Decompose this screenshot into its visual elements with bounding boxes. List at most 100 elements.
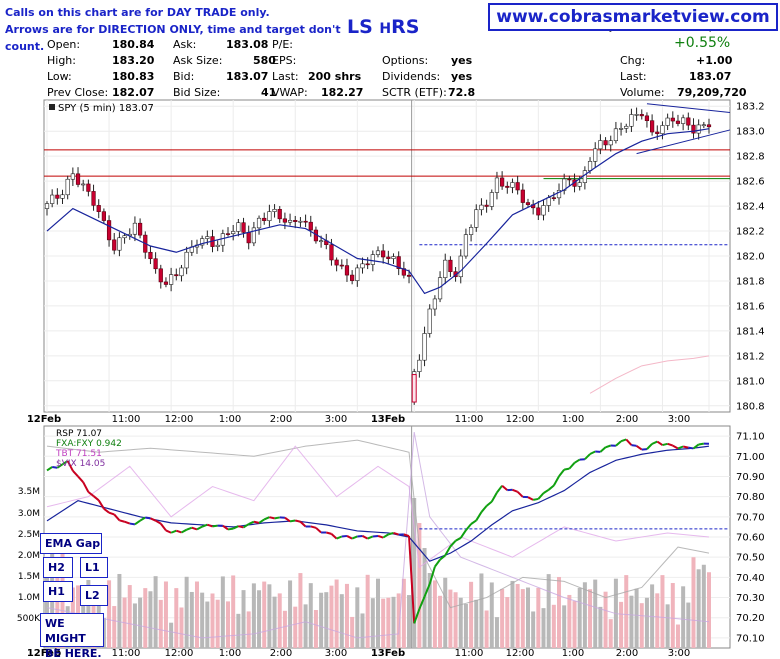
candle-body (112, 239, 117, 251)
prev-close-label: Prev Close: (47, 86, 109, 99)
rsp-segment (516, 491, 524, 498)
options-label: Options: (382, 54, 429, 67)
volume-bar (376, 578, 380, 648)
volume-tick-label: 500K (17, 614, 41, 624)
candle-body (225, 233, 231, 235)
volume-bar (438, 595, 443, 648)
rsp-segment (87, 491, 95, 497)
volume-tick-label: 2.5M (18, 530, 40, 540)
vix-line (46, 431, 710, 639)
h2-box: H2 (43, 557, 73, 578)
candle-body (360, 263, 365, 269)
volume-bar (619, 601, 624, 648)
rsp-segment (512, 488, 518, 493)
volume-bar (205, 601, 210, 648)
rsp-segment (310, 525, 317, 529)
rsp-segment (222, 524, 229, 531)
candle-body (50, 194, 55, 204)
main-grid (44, 100, 730, 412)
candle-body (101, 211, 106, 221)
rsp-segment (408, 535, 416, 624)
volume-bar (220, 576, 225, 648)
volume-bar (148, 591, 153, 648)
candle-body (132, 222, 138, 235)
website-banner[interactable]: www.cobrasmarketview.com (488, 3, 778, 31)
candle-body (458, 255, 463, 278)
candle-body (91, 191, 96, 206)
lower-x-tick-label: 12:00 (165, 648, 194, 659)
rsp-segment (631, 444, 637, 447)
dividends-label: Dividends: (382, 70, 441, 83)
rsp-segment (480, 505, 488, 513)
candle-body (536, 207, 541, 216)
candle-body (106, 220, 112, 241)
rsp-segment (129, 522, 136, 526)
volume-bar (567, 594, 572, 648)
main-x-tick-label: 2:00 (616, 414, 638, 425)
volume-bar (660, 575, 665, 648)
note-line-2: BE HERE. (45, 647, 102, 659)
main-y-tick-label: 180.8 (736, 401, 765, 412)
volume-bar (463, 603, 468, 648)
candle-body (174, 274, 179, 277)
volume-bar (701, 564, 706, 648)
candle-body (675, 120, 681, 124)
volume-tick-label: 1.5M (18, 572, 40, 582)
volume-bar (288, 580, 293, 648)
volume-tick-label: 3.5M (18, 487, 40, 497)
volume-axis: 3.5M 3.0M 2.5M 2.0M 1.5M 1.0M 500K (17, 487, 41, 624)
rsp-segment (574, 458, 581, 464)
volume-bar (329, 585, 334, 648)
lower-y-tick-label: 71.10 (736, 432, 765, 443)
candle-body (44, 203, 50, 209)
rsp-segment (615, 440, 622, 447)
rsp-segment (413, 608, 421, 624)
candle-body (629, 114, 634, 127)
candle-body (65, 178, 70, 196)
volume-bar (624, 575, 629, 648)
rsp-segment (155, 519, 162, 525)
volume-bar (469, 581, 474, 648)
candle-body (262, 217, 267, 221)
title-text-ls: LS (347, 16, 373, 38)
candle-body (650, 120, 655, 133)
candle-gap-open (411, 374, 417, 403)
candle-body (489, 192, 494, 207)
candle-body (303, 220, 308, 223)
rsp-segment (165, 529, 172, 534)
rsp-segment (299, 521, 307, 528)
volume-bar (629, 595, 634, 648)
candle-body (308, 221, 313, 231)
volume-bar (557, 577, 562, 648)
rsp-segment (672, 444, 679, 450)
volume-bar (194, 581, 199, 648)
day-trade-disclaimer: Calls on this chart are for DAY TRADE on… (0, 4, 341, 53)
lower-y-tick-label: 70.30 (736, 593, 765, 604)
volume-bar (189, 591, 194, 648)
main-y-tick-label: 181.4 (736, 326, 765, 337)
rsp-segment (662, 442, 668, 447)
rsp-segment (393, 532, 399, 536)
candle-body (520, 189, 525, 203)
rsp-ema-line (46, 445, 710, 562)
volume-bar (588, 589, 593, 648)
main-y-tick-label: 182.4 (736, 202, 765, 213)
volume-bar (655, 593, 660, 648)
rsp-segment (449, 540, 457, 548)
candle-body (277, 208, 282, 220)
volume-bar (572, 601, 577, 648)
volume-bar (696, 569, 701, 648)
volume-bar (293, 606, 298, 648)
candle-body (484, 204, 489, 207)
volume-bar (267, 584, 272, 648)
volume-bar (277, 593, 282, 648)
main-y-tick-label: 182.8 (736, 152, 765, 163)
volume-bar (355, 587, 360, 648)
candle-body (681, 117, 686, 124)
lower-x-tick-label: 2:00 (270, 648, 292, 659)
volume-tick-label: 2.0M (18, 551, 40, 561)
rsp-segment (367, 535, 374, 540)
note-line-1: WE MIGHT (45, 617, 86, 645)
candle-body (500, 177, 505, 187)
rsp-segment (532, 497, 539, 501)
